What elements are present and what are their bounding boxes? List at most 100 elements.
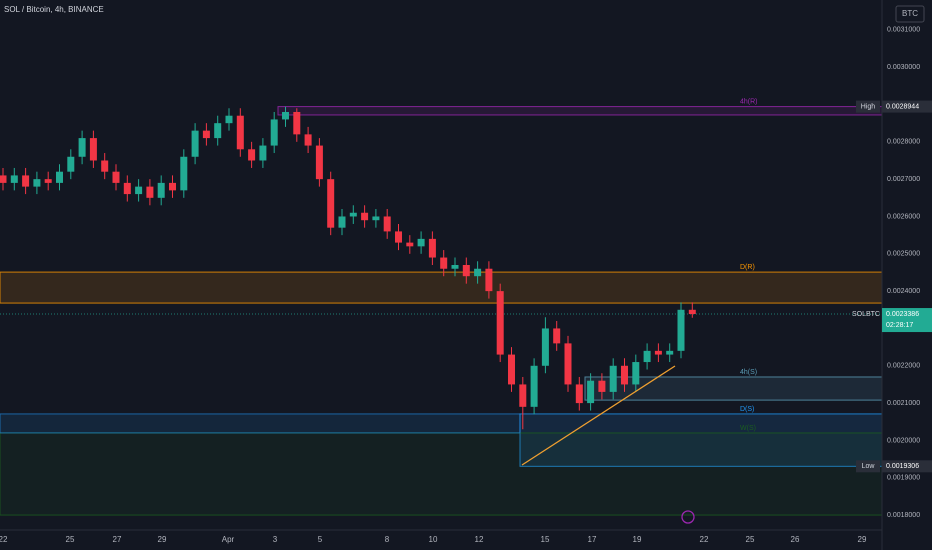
candle-body <box>338 216 346 228</box>
candle-body <box>270 119 278 146</box>
candle-body <box>315 145 323 180</box>
candle-body <box>530 365 538 407</box>
x-tick-label: 25 <box>66 535 75 544</box>
candle-body <box>406 242 414 247</box>
candle-body <box>202 130 210 139</box>
candle-body <box>474 268 482 277</box>
price-tag <box>882 308 932 333</box>
candle-body <box>440 257 448 269</box>
y-tick-label: 0.0026000 <box>887 213 920 220</box>
candle-body <box>383 216 391 232</box>
x-tick-label: 17 <box>588 535 597 544</box>
symbol-title: SOL / Bitcoin, 4h, BINANCE <box>4 5 104 14</box>
x-tick-label: 29 <box>858 535 867 544</box>
zone-left <box>0 413 521 434</box>
price-tag-value: 0.0023386 <box>886 311 919 318</box>
x-tick-label: 29 <box>158 535 167 544</box>
x-tick-label: Apr <box>222 535 235 544</box>
zone <box>584 376 883 401</box>
candle-body <box>293 111 301 135</box>
candle-body <box>575 384 583 404</box>
price-tag-value: 0.0019306 <box>886 463 919 470</box>
x-tick-label: 22 <box>0 535 8 544</box>
tag-name: High <box>861 103 876 110</box>
x-tick-label: 27 <box>113 535 122 544</box>
y-tick-label: 0.0030000 <box>887 64 920 71</box>
price-tag <box>882 460 932 473</box>
candle-body <box>417 238 425 247</box>
y-tick-label: 0.0021000 <box>887 400 920 407</box>
candle-body <box>146 186 154 198</box>
candle-body <box>361 212 369 221</box>
price-tag-value: 0.0028944 <box>886 103 919 110</box>
candle-body <box>666 350 674 355</box>
candle-body <box>587 380 595 404</box>
price-tag <box>882 100 932 113</box>
currency-button[interactable] <box>895 5 925 23</box>
candle-body <box>451 265 459 269</box>
y-tick-label: 0.0024000 <box>887 288 920 295</box>
tag-name: Low <box>862 463 876 470</box>
candle-body <box>654 350 662 355</box>
event-icon[interactable] <box>681 510 695 524</box>
zone <box>277 106 883 116</box>
candle-body <box>564 343 572 385</box>
candle-body <box>541 328 549 366</box>
candle-body <box>248 149 256 161</box>
y-tick-label: 0.0025000 <box>887 251 920 258</box>
candle-body <box>78 138 86 157</box>
x-tick-label: 10 <box>429 535 438 544</box>
x-tick-label: 12 <box>475 535 484 544</box>
countdown: 02:28:17 <box>886 322 913 329</box>
zones: 4h(R) D(R) 4h(S) D(S) W(S) <box>0 98 883 516</box>
candle-body <box>135 186 143 195</box>
candle-body <box>519 384 527 407</box>
x-tick-label: 15 <box>541 535 550 544</box>
candle-body <box>508 354 515 385</box>
candle-body <box>688 309 696 315</box>
candle-body <box>598 380 606 392</box>
currency: BTC <box>902 9 918 18</box>
candle-body <box>349 212 357 217</box>
candle-body <box>0 175 7 183</box>
trend-line <box>521 365 676 466</box>
x-tick-label: 25 <box>746 535 755 544</box>
candle-body <box>89 138 97 161</box>
candle-body <box>428 238 436 258</box>
zone-label: 4h(R) <box>740 98 758 105</box>
candle-body <box>101 160 109 172</box>
candle-body <box>67 156 75 172</box>
candle-body <box>496 291 504 355</box>
candle-body <box>372 216 380 221</box>
y-tick-label: 0.0027000 <box>887 176 920 183</box>
candle-body <box>304 134 312 146</box>
candle-body <box>236 115 244 150</box>
candle-body <box>22 175 30 187</box>
candle-body <box>643 350 651 363</box>
x-tick-label: 8 <box>385 535 390 544</box>
candle-body <box>191 130 199 157</box>
candle-body <box>327 179 335 228</box>
candle-body <box>632 362 640 385</box>
candle-body <box>609 365 617 392</box>
y-tick-label: 0.0019000 <box>887 475 920 482</box>
candle-body <box>553 328 561 344</box>
candle-body <box>44 179 52 183</box>
x-tick-label: 26 <box>791 535 800 544</box>
candle-body <box>157 182 165 198</box>
candle-body <box>621 365 628 385</box>
y-tick-label: 0.0028000 <box>887 139 920 146</box>
x-tick-label: 19 <box>633 535 642 544</box>
candle-body <box>33 179 41 187</box>
zone-label: D(S) <box>740 406 754 413</box>
y-tick-label: 0.0020000 <box>887 437 920 444</box>
candles <box>0 106 696 430</box>
symbol-tag: SOLBTC <box>852 311 880 318</box>
zone <box>0 432 883 516</box>
axis-labels: 0.0018000 0.0019000 0.0020000 0.0021000 0.00… <box>0 27 932 544</box>
candle-body <box>123 182 131 195</box>
candle-body <box>485 268 493 292</box>
zone-label: 4h(S) <box>740 369 757 376</box>
tag-name-box <box>856 100 880 113</box>
